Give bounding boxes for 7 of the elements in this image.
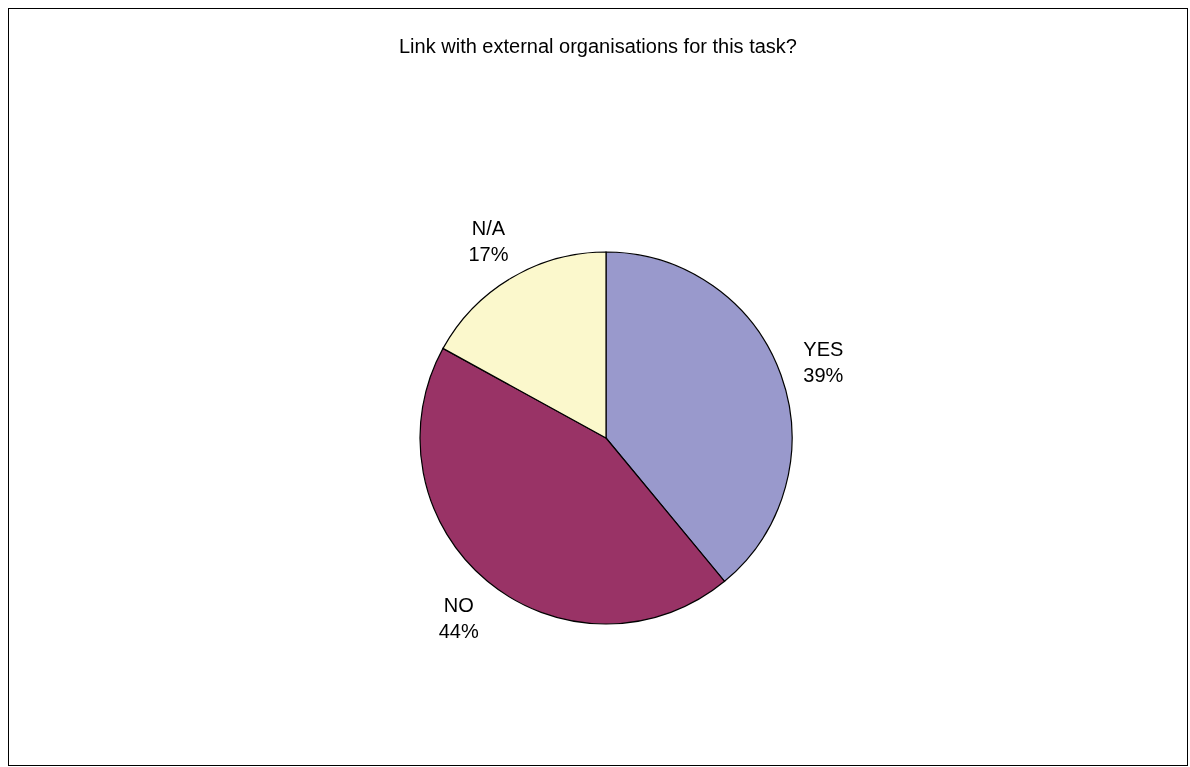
data-label: 44% [438, 619, 479, 642]
data-label: 17% [468, 243, 509, 266]
slice-label: N/A [471, 217, 506, 240]
chart-title: Link with external organisations for this task? [398, 35, 798, 58]
data-label: 39% [803, 363, 844, 386]
slice-label: YES [803, 337, 844, 360]
slice-label: NO [443, 593, 474, 616]
